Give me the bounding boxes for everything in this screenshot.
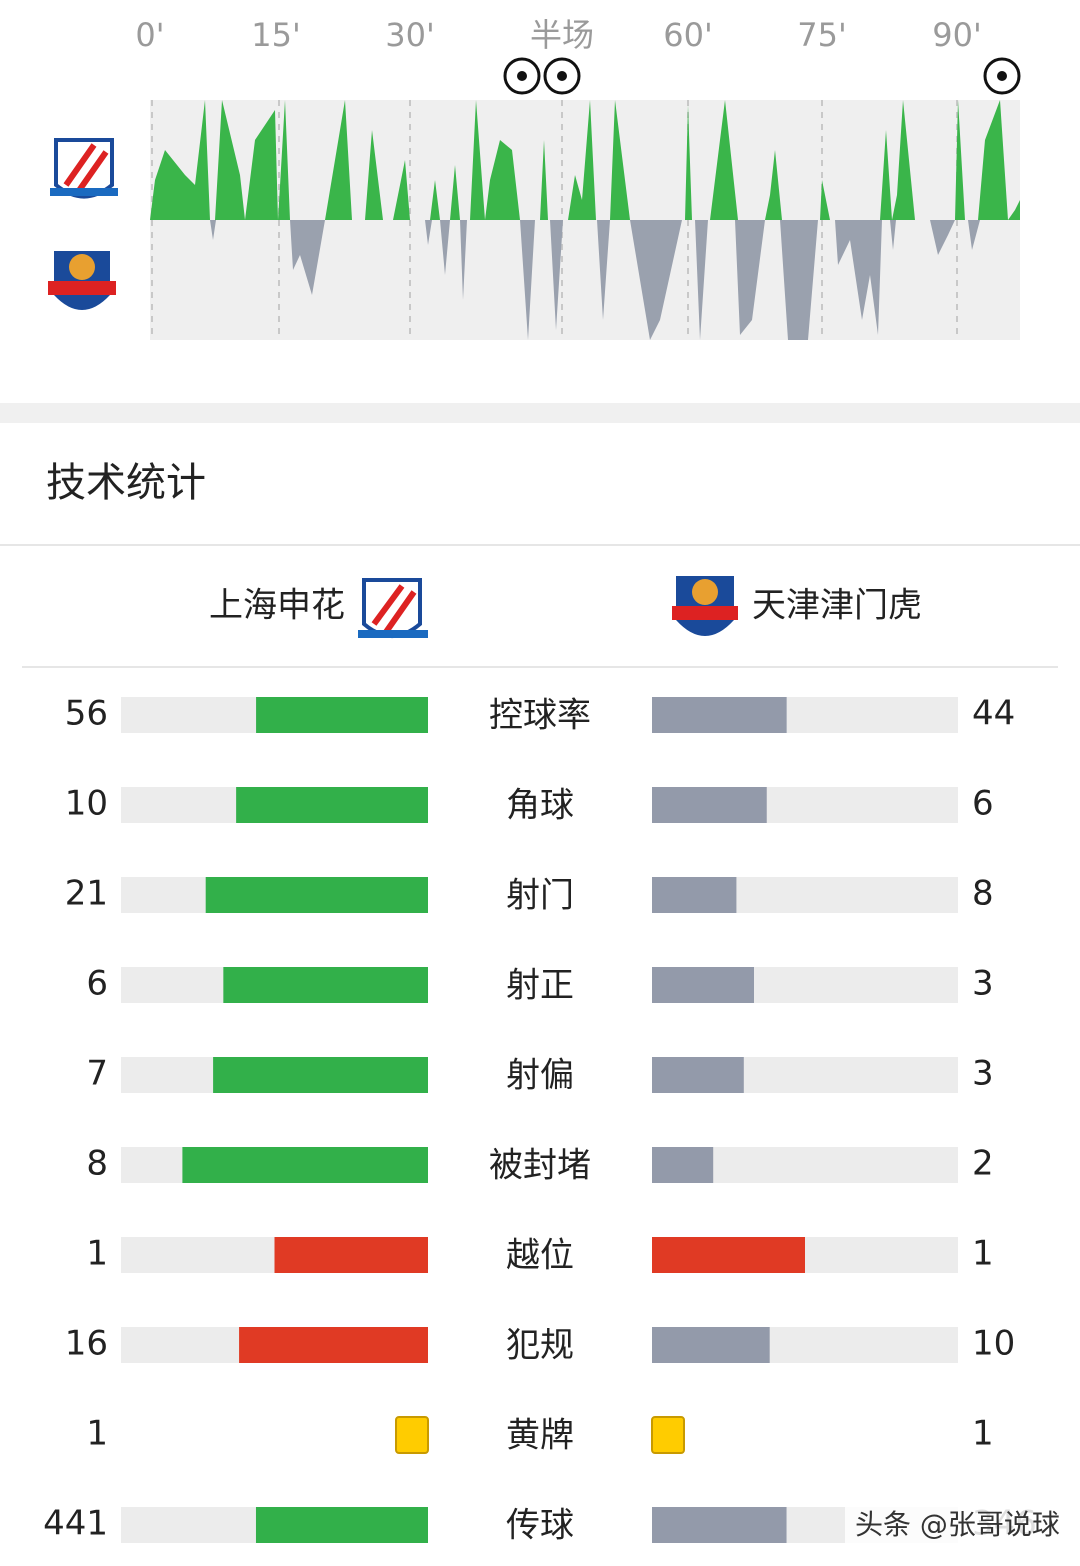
stat-label: 黄牌 xyxy=(506,1416,574,1456)
home-value: 6 xyxy=(86,964,108,1004)
home-bar xyxy=(239,1327,428,1363)
home-team-name: 上海申花 xyxy=(209,586,345,626)
timeline-tick-label: 半场 xyxy=(530,16,594,54)
home-value: 1 xyxy=(86,1414,108,1454)
home-momentum xyxy=(150,100,1020,220)
away-value: 3 xyxy=(972,1054,994,1094)
watermark-bg xyxy=(845,1504,1060,1548)
away-value: 8 xyxy=(972,874,994,914)
away-bar xyxy=(652,1057,744,1093)
timeline-tick-label: 90' xyxy=(932,16,982,54)
goal-icon-patches xyxy=(517,71,1007,81)
stat-label: 传球 xyxy=(506,1506,574,1546)
home-value: 10 xyxy=(65,784,108,824)
away-value: 1 xyxy=(972,1414,994,1454)
timeline-tick-label: 15' xyxy=(251,16,301,54)
away-value: 6 xyxy=(972,784,994,824)
away-team-logo xyxy=(672,576,738,636)
away-momentum xyxy=(150,220,1020,340)
home-bar xyxy=(256,697,428,733)
home-value: 441 xyxy=(43,1504,108,1544)
home-bar xyxy=(236,787,428,823)
home-logo xyxy=(50,138,118,199)
away-value: 1 xyxy=(972,1234,994,1274)
stat-label: 射正 xyxy=(506,966,574,1006)
home-card xyxy=(395,1416,429,1454)
home-bar xyxy=(213,1057,428,1093)
home-bar xyxy=(223,967,428,1003)
home-value: 7 xyxy=(86,1054,108,1094)
home-bar xyxy=(255,1507,428,1543)
away-bar xyxy=(652,1147,714,1183)
timeline-tick-label: 60' xyxy=(663,16,713,54)
away-bar xyxy=(652,877,737,913)
home-value: 8 xyxy=(86,1144,108,1184)
stat-label: 射门 xyxy=(506,876,574,916)
watermark: 头条 @张哥说球 xyxy=(855,1508,1060,1541)
away-team-name: 天津津门虎 xyxy=(752,586,922,626)
home-value: 1 xyxy=(86,1234,108,1274)
section-divider xyxy=(0,403,1080,423)
home-value: 56 xyxy=(65,694,108,734)
timeline-tick-label: 75' xyxy=(797,16,847,54)
away-bar xyxy=(652,1507,787,1543)
home-value: 16 xyxy=(65,1324,108,1364)
home-bar xyxy=(205,877,428,913)
timeline-tick-label: 0' xyxy=(135,16,164,54)
away-value: 2 xyxy=(972,1144,994,1184)
stat-label: 射偏 xyxy=(506,1056,574,1096)
home-bar xyxy=(182,1147,428,1183)
away-card xyxy=(651,1416,685,1454)
away-bar xyxy=(652,697,787,733)
away-bar xyxy=(652,967,754,1003)
section-title: 技术统计 xyxy=(46,460,206,506)
away-value: 3 xyxy=(972,964,994,1004)
away-value: 10 xyxy=(972,1324,1015,1364)
away-bar xyxy=(652,1237,805,1273)
home-bar xyxy=(274,1237,428,1273)
away-bar xyxy=(652,787,767,823)
stat-label: 越位 xyxy=(506,1236,574,1276)
timeline-tick-label: 30' xyxy=(385,16,435,54)
stat-label: 控球率 xyxy=(489,696,591,736)
away-logo xyxy=(48,251,116,310)
home-value: 21 xyxy=(65,874,108,914)
away-value: 44 xyxy=(972,694,1015,734)
goal-icons xyxy=(503,57,1021,95)
home-team-logo xyxy=(358,578,428,638)
away-bar xyxy=(652,1327,770,1363)
stat-label: 被封堵 xyxy=(489,1146,591,1186)
stat-label: 角球 xyxy=(506,786,574,826)
stat-label: 犯规 xyxy=(506,1326,574,1366)
